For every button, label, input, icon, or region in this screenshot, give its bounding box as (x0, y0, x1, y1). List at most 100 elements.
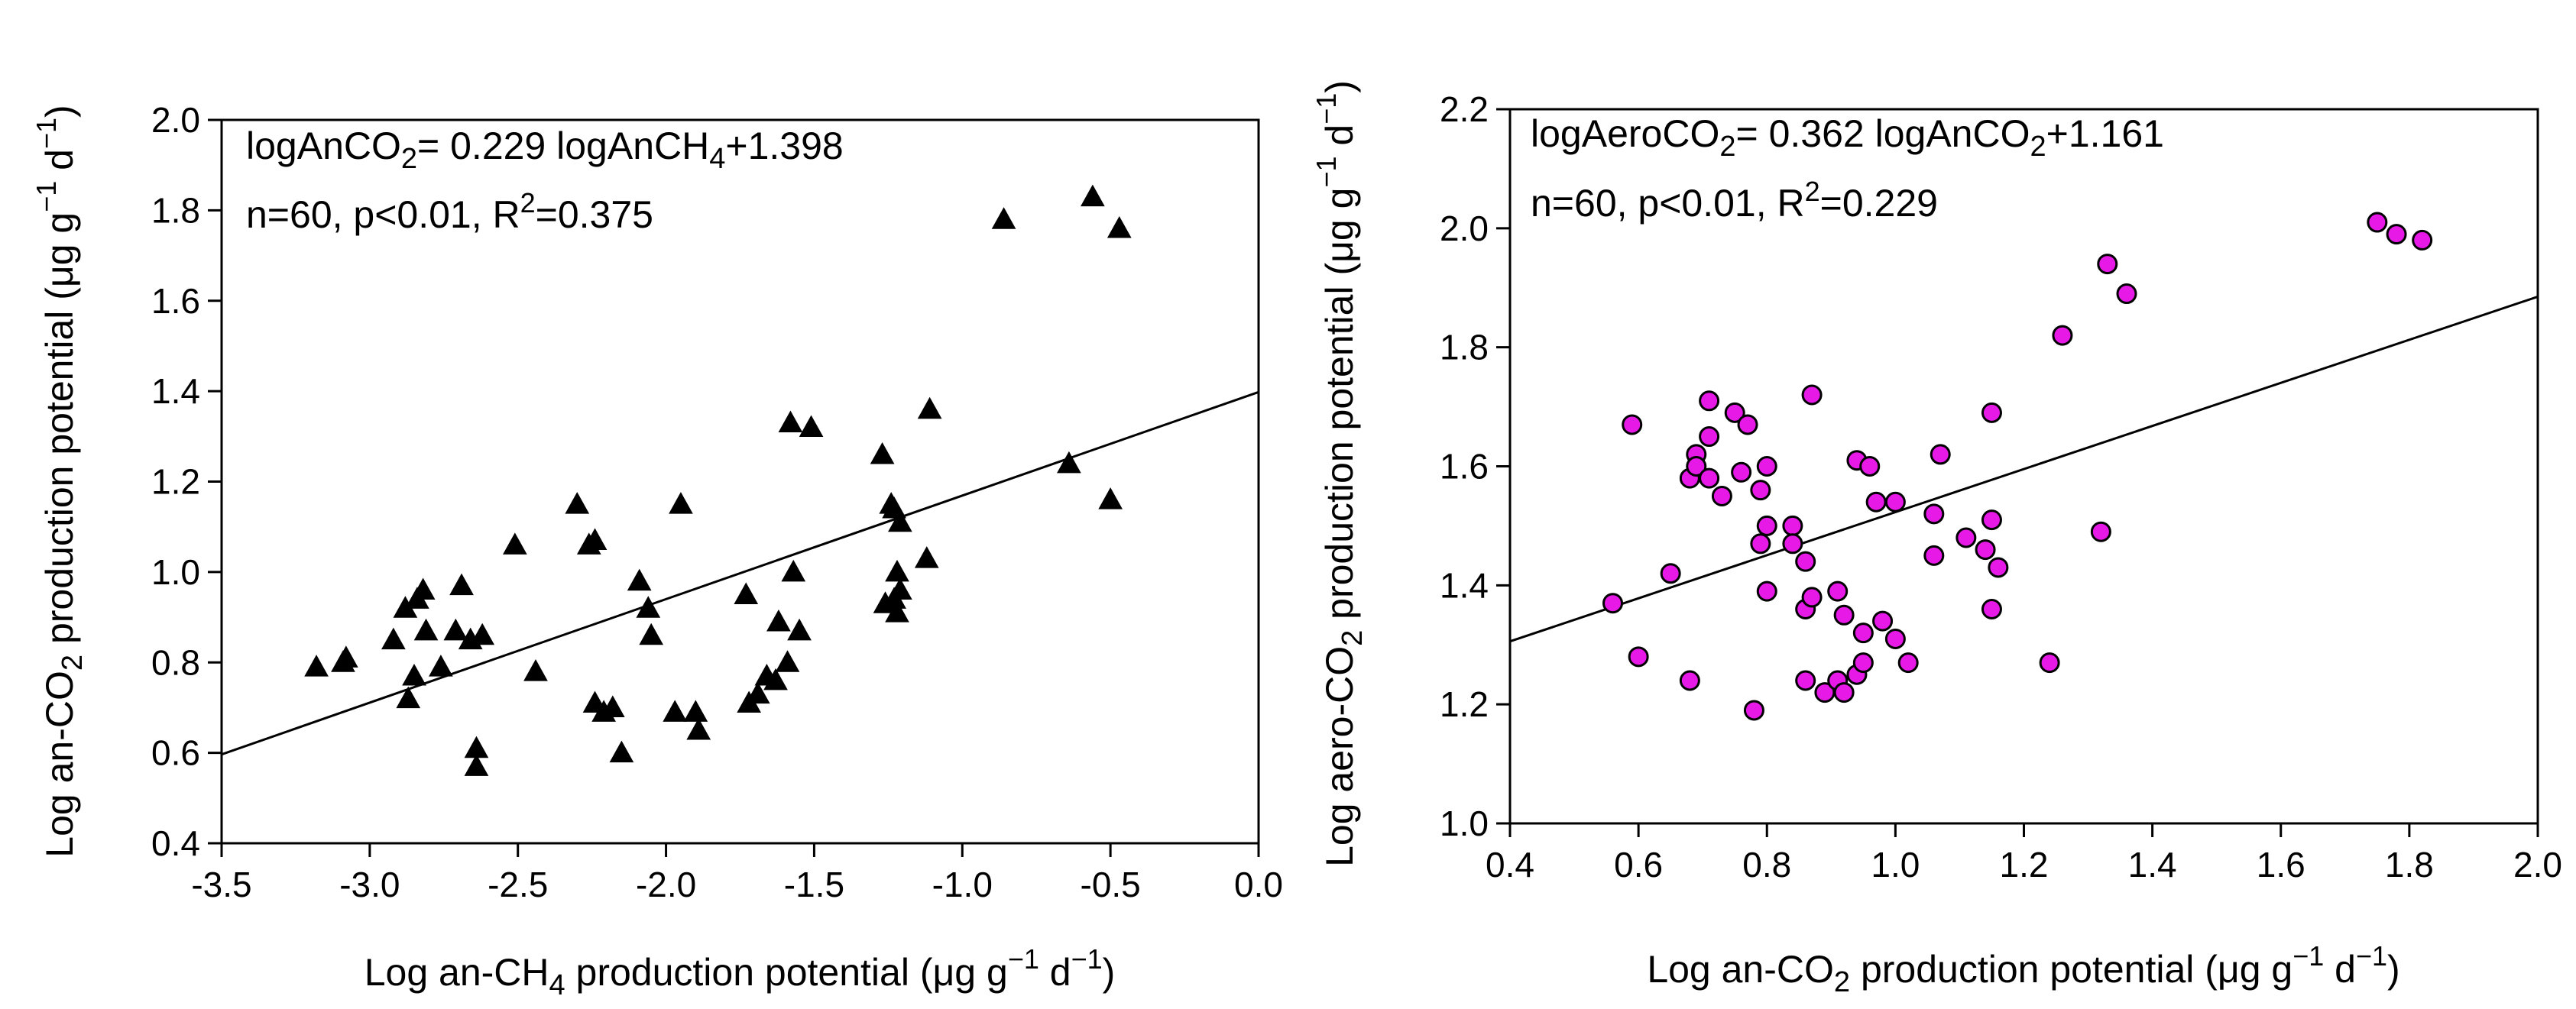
chart-right-stats: n=60, p<0.01, R2=0.229 (1531, 176, 1938, 225)
data-point (627, 568, 652, 591)
chart-left-fit-line (221, 390, 1259, 756)
data-point (381, 627, 406, 650)
data-point (1628, 646, 1649, 668)
data-point (1699, 467, 1720, 489)
y-tick-label: 1.8 (1440, 328, 1489, 367)
data-point (1923, 545, 1945, 566)
data-point (1724, 402, 1745, 423)
data-point (2097, 254, 2118, 275)
data-point (1756, 515, 1777, 536)
x-tick-label: 1.8 (2385, 845, 2434, 884)
data-point (1852, 623, 1874, 644)
data-point (600, 695, 625, 717)
data-point (1686, 456, 1707, 477)
data-point (1827, 580, 1849, 602)
data-point (917, 396, 942, 419)
x-tick-label: -3.0 (339, 865, 400, 904)
y-tick-label: 1.2 (1440, 684, 1489, 724)
data-point (1930, 444, 1951, 465)
data-point (2116, 283, 2137, 305)
x-tick-label: 1.4 (2128, 845, 2177, 884)
data-point (443, 618, 468, 641)
y-tick-label: 2.0 (151, 100, 200, 140)
data-point (781, 559, 806, 582)
data-point (1852, 652, 1874, 674)
chart-right-y-axis-title: Log aero-CO2 production potential (μg g−… (1311, 80, 1369, 867)
data-point (914, 546, 939, 568)
x-tick-label: 1.2 (2000, 845, 2049, 884)
data-point (1897, 652, 1919, 674)
data-point (1981, 509, 2002, 531)
data-point (449, 573, 474, 596)
data-point (1711, 485, 1732, 506)
data-point (1833, 604, 1855, 626)
chart-left-stats: n=60, p<0.01, R2=0.375 (246, 187, 653, 236)
data-point (2412, 229, 2433, 251)
data-point (663, 700, 688, 722)
data-point (1782, 533, 1803, 555)
chart-right: 0.4 0.6 0.8 1.0 1.2 1.4 1.6 1.8 2.0 1.0 1.2 1.4 1.6… (1311, 80, 2562, 998)
y-tick-label: 1.6 (151, 281, 200, 321)
y-tick-label: 1.0 (151, 552, 200, 592)
data-point (464, 754, 489, 776)
data-point (778, 410, 803, 433)
data-point (1743, 700, 1764, 721)
data-point (870, 441, 895, 464)
x-tick-label: -2.0 (636, 865, 696, 904)
data-point (1660, 563, 1681, 584)
data-point (1884, 628, 1906, 649)
y-tick-label: 1.4 (1440, 565, 1489, 605)
data-point (565, 492, 590, 514)
data-point (1057, 451, 1081, 474)
x-tick-label: 1.0 (1871, 845, 1920, 884)
data-point (1859, 456, 1881, 477)
data-point (888, 509, 912, 532)
chart-left: -3.5 -3.0 -2.5 -2.0 -1.5 -1.0 -0.5 0.0 0.40.60.… (31, 100, 1283, 1001)
x-tick-label: -0.5 (1081, 865, 1141, 904)
data-point (1699, 390, 1720, 412)
data-point (1865, 491, 1887, 513)
data-point (1795, 551, 1816, 572)
x-tick-label: -2.5 (488, 865, 548, 904)
y-tick-label: 1.6 (1440, 447, 1489, 487)
data-point (1699, 426, 1720, 448)
data-point (2052, 325, 2073, 346)
x-tick-label: 2.0 (2513, 845, 2562, 884)
data-point (683, 700, 708, 722)
y-tick-label: 2.0 (1440, 209, 1489, 248)
data-point (1081, 184, 1105, 207)
data-point (1801, 587, 1823, 608)
data-point (885, 600, 909, 623)
data-point (1833, 682, 1855, 703)
y-tick-label: 1.0 (1440, 804, 1489, 843)
chart-right-y-ticks: 1.0 1.2 1.4 1.6 1.8 2.0 2.2 (1440, 89, 1510, 843)
data-point (1884, 491, 1906, 513)
data-point (1981, 599, 2002, 619)
data-point (523, 659, 548, 681)
data-point (1750, 533, 1771, 555)
y-tick-label: 1.2 (151, 462, 200, 502)
data-point (745, 681, 770, 704)
data-point (402, 663, 426, 686)
data-point (1679, 670, 1700, 691)
data-point (1756, 456, 1777, 477)
chart-left-x-ticks: -3.5 -3.0 -2.5 -2.0 -1.5 -1.0 -0.5 0.0 (191, 843, 1283, 904)
y-tick-label: 0.8 (151, 642, 200, 682)
data-point (502, 532, 527, 555)
data-point (413, 618, 439, 641)
x-tick-label: -1.5 (784, 865, 844, 904)
data-point (1098, 487, 1123, 509)
data-point (304, 655, 329, 677)
x-tick-label: -1.0 (932, 865, 993, 904)
data-point (2090, 521, 2111, 542)
chart-right-fit-line (1509, 296, 2539, 643)
data-point (885, 559, 909, 582)
chart-right-points (1602, 212, 2433, 721)
chart-left-y-ticks: 0.4 0.6 0.8 1.0 1.2 1.4 1.6 1.8 2.0 (151, 100, 222, 863)
chart-right-x-ticks: 0.4 0.6 0.8 1.0 1.2 1.4 1.6 1.8 2.0 (1486, 823, 2562, 884)
data-point (1756, 580, 1777, 602)
chart-left-x-axis-title: Log an-CH4 production potential (μg g−1 … (365, 943, 1116, 1001)
data-point (1737, 414, 1758, 435)
chart-left-points (304, 184, 1132, 776)
chart-left-equation: logAnCO2= 0.229 logAnCH4+1.398 (246, 125, 844, 175)
